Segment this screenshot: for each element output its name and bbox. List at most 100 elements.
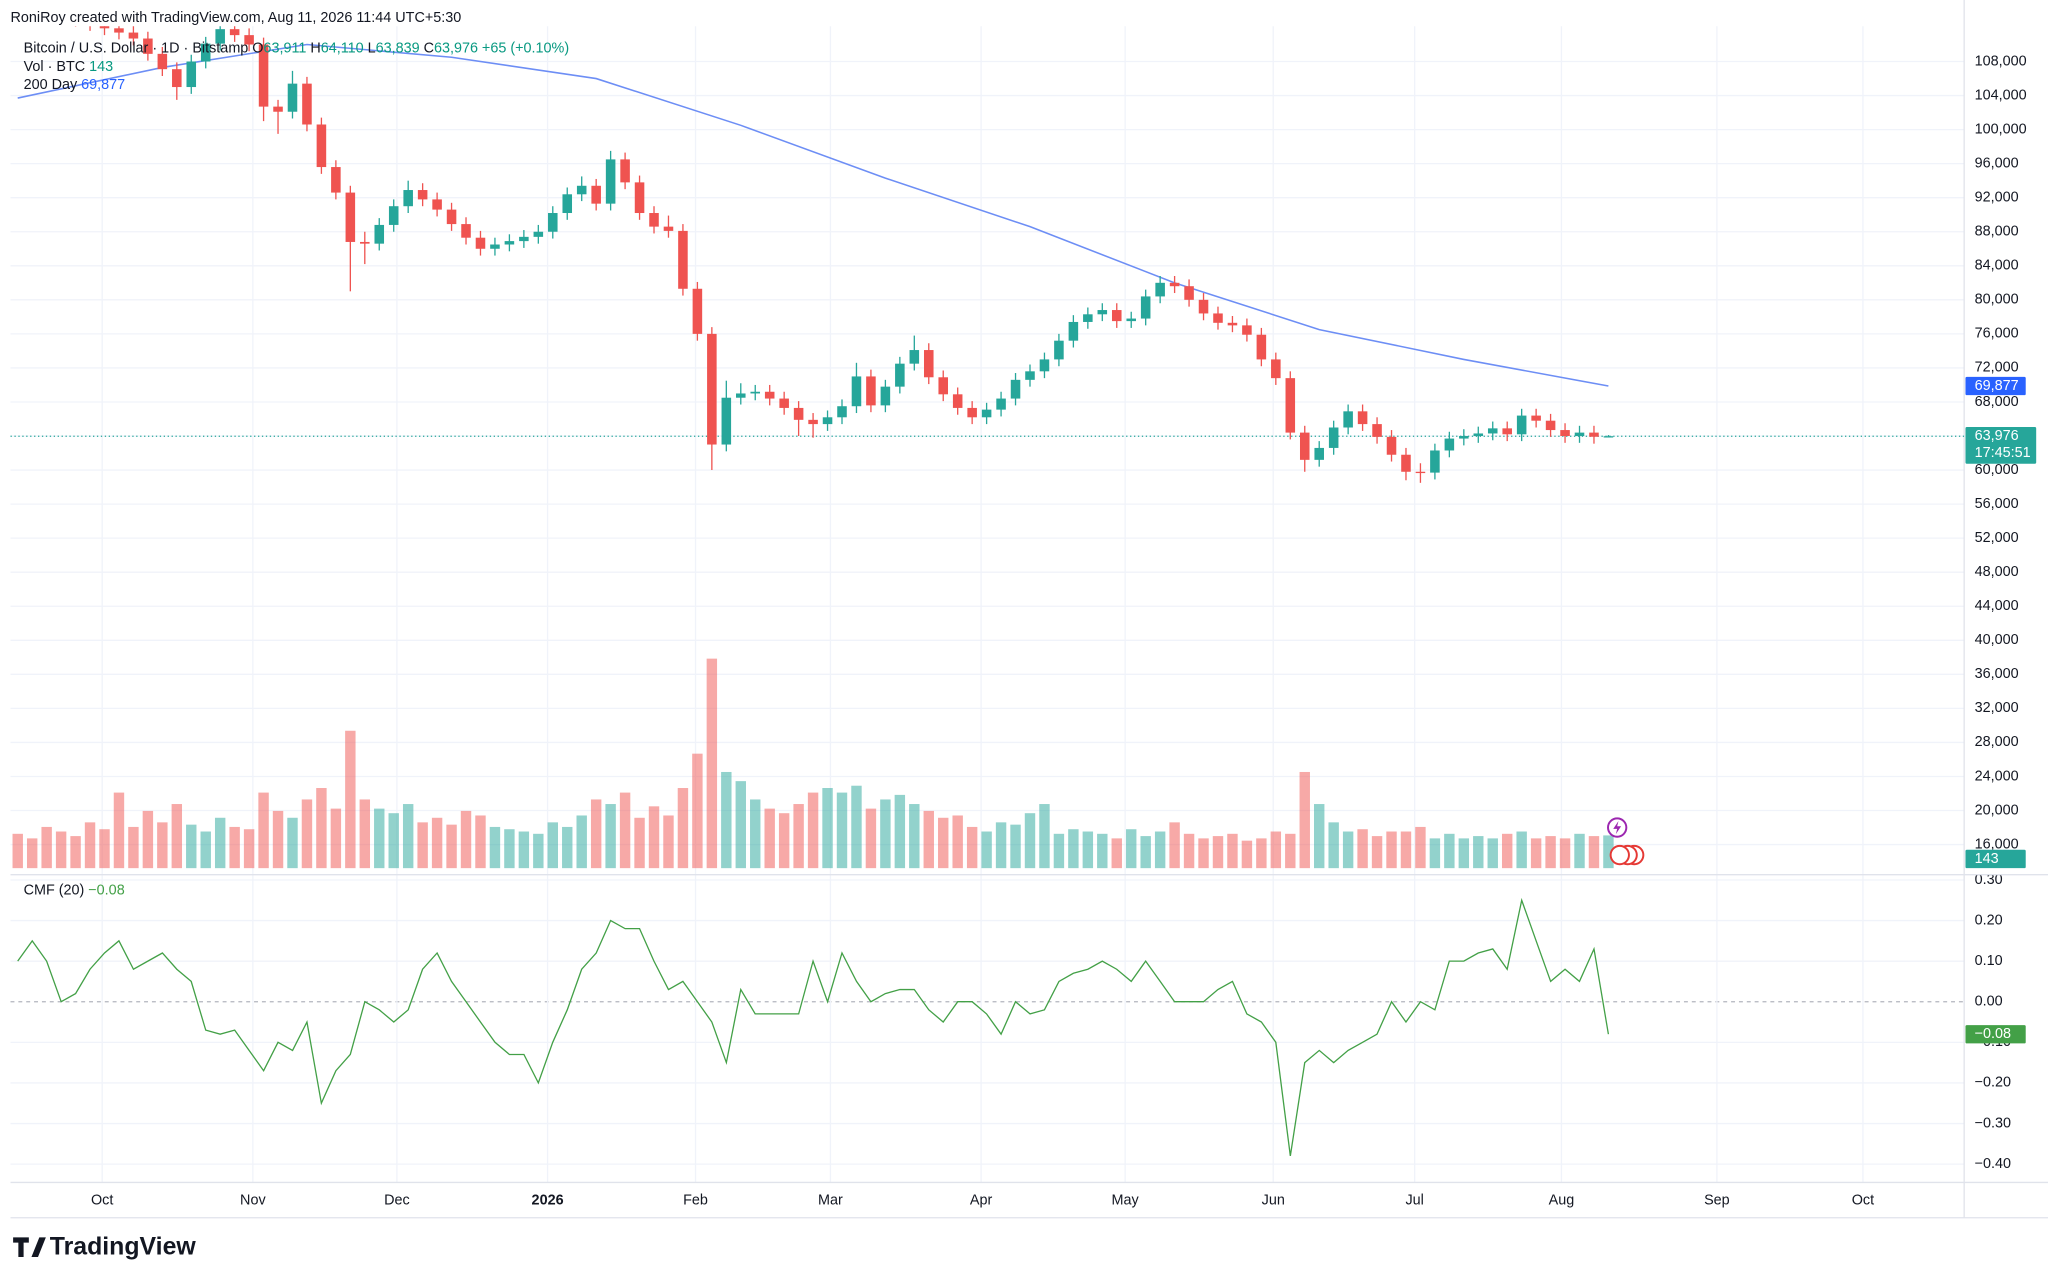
volume-bar [475,815,486,869]
candle-body [1603,436,1614,438]
volume-bar [938,817,949,869]
y-tick-label: 16,000 [1975,836,2019,852]
candle-body [374,224,385,244]
candle-body [1198,299,1209,314]
volume-bar [663,815,674,869]
candle-body [1516,415,1527,435]
volume-bar [1574,833,1585,869]
candle-body [475,237,486,249]
candle-body [114,28,124,33]
candle-body [1473,433,1484,437]
candle-body [1502,428,1512,435]
y-tick-label: 44,000 [1975,598,2019,614]
candle-body [967,407,977,418]
last-price-tag-box [1965,427,2037,464]
candle-body [1328,427,1339,448]
candle-body [1314,447,1324,460]
candle-body [779,398,789,408]
candle-body [1401,454,1411,472]
volume-bar [186,824,197,869]
candle-body [1025,371,1035,380]
volume-bar [1444,833,1455,869]
volume-bar [1473,836,1484,869]
volume-bar [1386,831,1397,869]
volume-bar [923,810,934,869]
volume-bar [1588,836,1600,869]
candle-body [1459,436,1469,439]
candle-body [533,231,544,237]
legend-item: 64,110 [321,40,364,56]
candle-body [244,35,254,45]
legend-item: Vol · BTC [24,59,86,75]
credit: RoniRoy created with TradingView.com, Au… [11,10,462,26]
volume-bar [576,815,587,869]
x-tick-label: Oct [1852,1193,1874,1209]
x-tick-label: Jul [1405,1193,1423,1209]
candle-body [1068,321,1079,341]
volume-bar [981,831,992,869]
volume-bar [880,799,891,869]
volume-bar [84,822,96,869]
legend-item: O [252,40,263,56]
volume-bar [822,788,833,869]
candle-body [461,224,471,238]
candle-body [649,213,659,227]
x-tick-label: Mar [818,1193,843,1209]
candle-body [548,213,558,232]
volume-bar [258,792,269,869]
candle-body [1357,411,1368,425]
candle-body [663,226,674,231]
y-tick-label: 72,000 [1975,360,2019,376]
candle-body [952,394,963,408]
volume-bar [243,829,255,869]
candle-body [1545,420,1556,431]
legend-item: CMF (20) [24,882,85,898]
volume-bar [793,804,804,869]
y-tick-label: 60,000 [1975,462,2019,478]
candle-body [1097,310,1108,315]
volume-bar [128,826,139,869]
y-tick-label: 108,000 [1975,53,2027,69]
candle-body [345,192,356,242]
volume-bar [142,810,154,869]
y-tick-label: 20,000 [1975,802,2019,818]
cmf-tick-label: 0.00 [1975,994,2003,1010]
candle-body [851,376,862,407]
brand: TradingView [50,1232,197,1260]
volume-bar [287,817,298,869]
candle-body [1487,428,1498,434]
volume-bar [460,810,472,869]
candle-body [1560,430,1570,437]
candle-body [1111,310,1122,322]
volume-bar [388,813,399,869]
candle-body [736,393,746,398]
y-tick-label: 56,000 [1975,496,2019,512]
candle-body [360,241,370,244]
volume-bar [547,822,558,869]
y-tick-label: 28,000 [1975,734,2019,750]
volume-bar [634,817,645,869]
volume-bar [402,804,414,869]
volume-bar [171,804,183,869]
candle-body [1574,432,1585,437]
x-tick-label: 2026 [532,1193,564,1209]
candle-body [157,53,168,70]
volume-bar [995,822,1007,869]
volume-bar [1429,838,1441,869]
volume-bar [431,817,443,869]
legend-item: +65 (+0.10%) [482,40,569,56]
candle-body [1372,424,1382,437]
candle-body [172,69,182,88]
volume-bar [1314,804,1325,869]
volume-bar [1328,822,1339,869]
volume-bar [1342,831,1354,869]
x-tick-label: Jun [1262,1193,1285,1209]
volume-bar [851,785,862,869]
candle-body [837,406,847,418]
candle-body [1531,415,1541,421]
volume-bar [518,831,530,869]
volume-bar [12,833,23,869]
volume-bar [157,822,168,869]
legend-row: CMF (20) −0.08 [24,882,125,898]
volume-bar [504,829,515,869]
